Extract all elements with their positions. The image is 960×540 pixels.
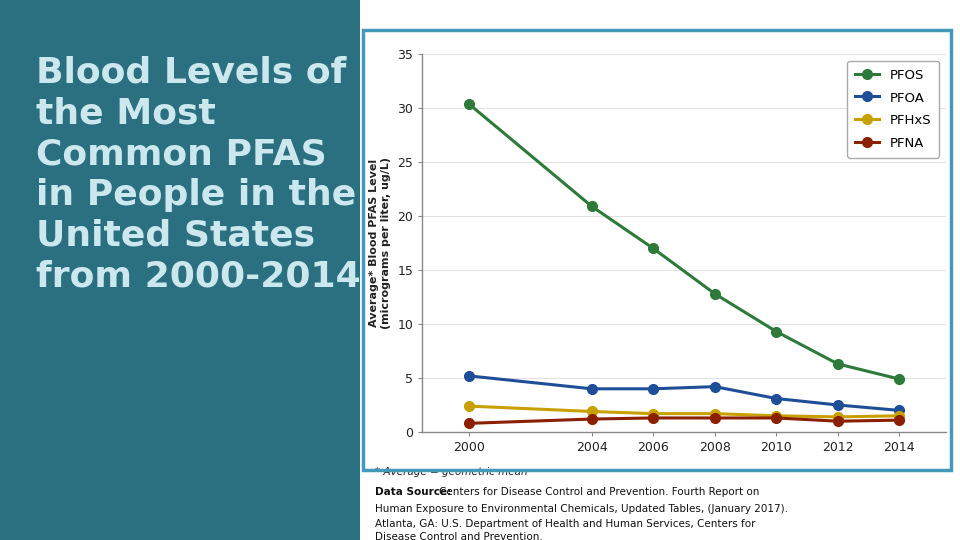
Text: Blood Levels of
the Most
Common PFAS
in People in the
United States
from 2000-20: Blood Levels of the Most Common PFAS in … [36, 56, 361, 294]
Text: Centers for Disease Control and Prevention. Fourth Report on: Centers for Disease Control and Preventi… [440, 487, 759, 497]
Text: Data Source:: Data Source: [375, 487, 451, 497]
Text: * Average = geometric mean: * Average = geometric mean [375, 467, 528, 476]
Text: Disease Control and Prevention.: Disease Control and Prevention. [375, 532, 543, 540]
Y-axis label: Average* Blood PFAS Level
(micrograms per liter, ug/L): Average* Blood PFAS Level (micrograms pe… [369, 157, 391, 329]
Text: Atlanta, GA: U.S. Department of Health and Human Services, Centers for: Atlanta, GA: U.S. Department of Health a… [375, 519, 756, 529]
Legend: PFOS, PFOA, PFHxS, PFNA: PFOS, PFOA, PFHxS, PFNA [848, 60, 939, 158]
Text: Human Exposure to Environmental Chemicals, Updated Tables, (January 2017).: Human Exposure to Environmental Chemical… [375, 504, 788, 514]
